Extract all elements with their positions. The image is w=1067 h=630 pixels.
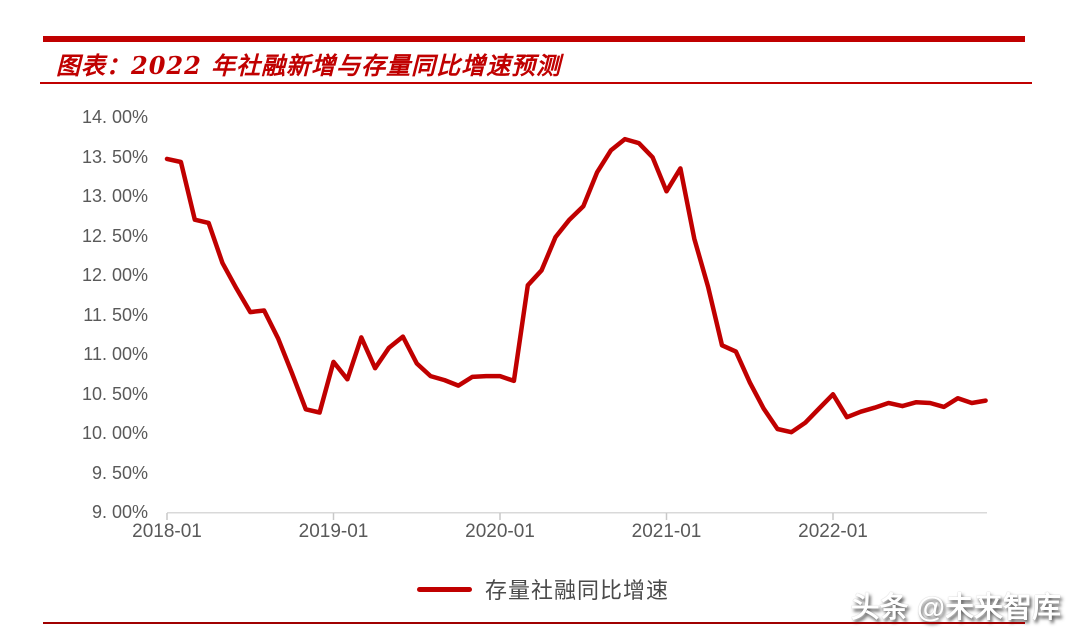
legend-line-marker	[417, 586, 472, 592]
top-accent-bar	[43, 36, 1025, 42]
y-axis-tick-label: 10. 00%	[81, 423, 148, 443]
title-underline	[40, 82, 1032, 84]
y-axis-labels: 14. 00% 13. 50% 13. 00% 12. 50% 12. 00% 11. 5…	[0, 0, 148, 630]
legend-series-label: 存量社融同比增速	[485, 578, 670, 603]
y-axis-tick-label: 13. 00%	[81, 186, 148, 206]
y-axis-tick-label: 12. 50%	[81, 225, 148, 246]
bottom-accent-rule	[43, 622, 1025, 624]
y-axis-tick-label: 11. 50%	[83, 304, 148, 325]
y-axis-tick-label: 11. 00%	[83, 344, 148, 364]
watermark-text: 头条 @未来智库	[850, 592, 1061, 624]
y-axis-tick-label: 12. 00%	[81, 265, 148, 285]
series-line	[164, 136, 988, 435]
y-axis-tick-label: 14. 00%	[81, 107, 148, 127]
y-axis-tick-label: 13. 50%	[81, 146, 148, 167]
x-axis-tick-label: 2019-01	[298, 521, 369, 542]
y-axis-tick-label: 10. 50%	[81, 383, 148, 404]
chart-legend: 存量社融同比增速	[417, 573, 669, 605]
x-axis-tick-label: 2021-01	[631, 521, 702, 542]
y-axis-tick-label: 9. 00%	[91, 502, 148, 522]
y-axis-tick-label: 9. 50%	[91, 462, 148, 483]
x-axis-tick-label: 2022-01	[798, 521, 868, 542]
x-axis-tick-label: 2020-01	[465, 521, 535, 542]
x-axis-tick-label: 2018-01	[132, 521, 202, 542]
chart-title: 图表：2022 年社融新增与存量同比增速预测	[56, 51, 562, 80]
